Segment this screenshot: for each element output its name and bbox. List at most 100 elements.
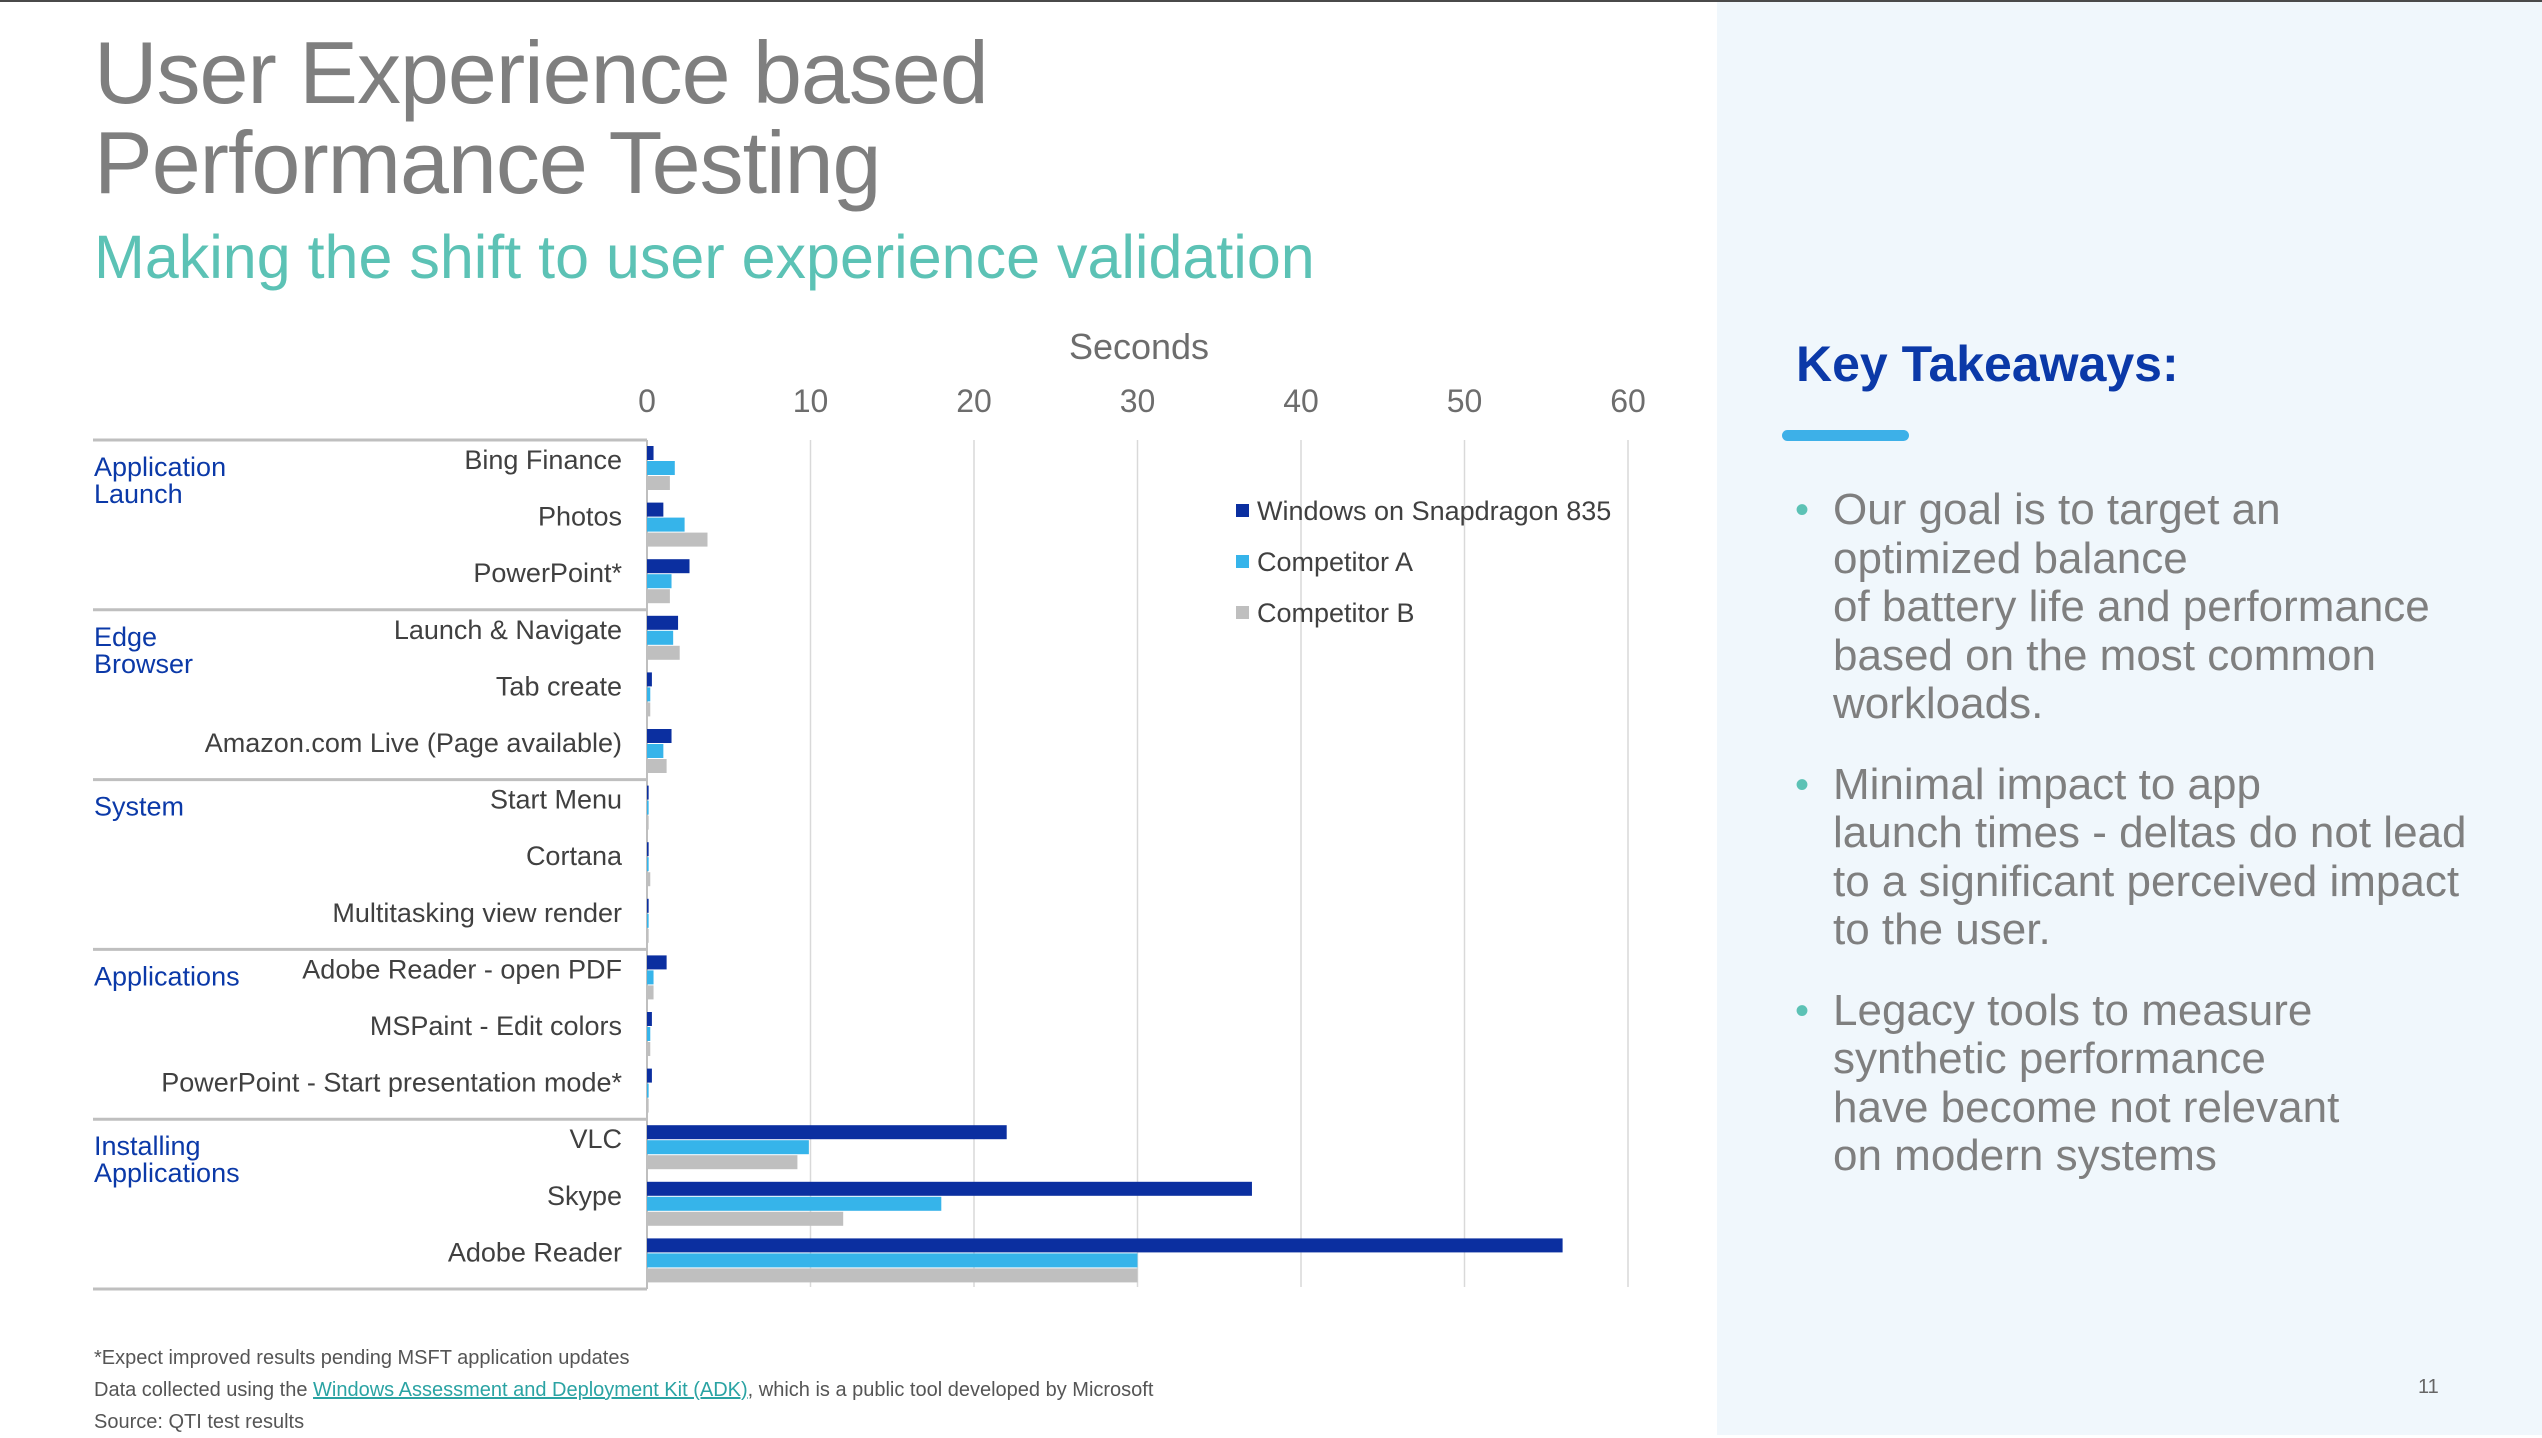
- bar: [647, 729, 672, 743]
- bar: [647, 589, 670, 604]
- category-label: Launch & Navigate: [394, 615, 622, 645]
- takeaway-item: • Legacy tools to measure synthetic perf…: [1795, 985, 2495, 1181]
- group-label: Browser: [94, 649, 193, 679]
- takeaway-item: • Our goal is to target an optimized bal…: [1795, 485, 2495, 729]
- footnote-data-source: Data collected using the Windows Assessm…: [94, 1374, 1153, 1406]
- page-number: 11: [2418, 1376, 2439, 1398]
- group-label: Edge: [94, 622, 157, 652]
- slide-subtitle: Making the shift to user experience vali…: [94, 223, 1315, 291]
- group-label: System: [94, 792, 184, 822]
- legend-label: Windows on Snapdragon 835: [1257, 496, 1611, 526]
- bar: [647, 1211, 844, 1226]
- category-label: Adobe Reader: [448, 1237, 622, 1267]
- bar: [647, 1125, 1007, 1140]
- legend-label: Competitor B: [1257, 598, 1415, 628]
- bar: [647, 928, 649, 943]
- bar: [647, 985, 654, 1000]
- bar: [647, 1012, 652, 1026]
- bar: [647, 645, 680, 660]
- key-takeaways-accent-bar: [1782, 430, 1909, 441]
- takeaway-text: Legacy tools to measure synthetic perfor…: [1833, 985, 2340, 1180]
- category-label: Cortana: [526, 841, 623, 871]
- takeaway-text: Minimal impact to app launch times - del…: [1833, 759, 2467, 954]
- category-label: MSPaint - Edit colors: [370, 1011, 622, 1041]
- x-tick-label: 0: [638, 383, 656, 419]
- bar: [647, 532, 708, 547]
- bar: [647, 574, 672, 589]
- key-takeaways-title: Key Takeaways:: [1796, 336, 2179, 392]
- bar: [647, 630, 674, 645]
- bar: [647, 955, 667, 970]
- bar: [647, 1253, 1138, 1268]
- bar: [647, 842, 649, 857]
- legend-swatch: [1236, 555, 1249, 568]
- footnote-prefix: Data collected using the: [94, 1379, 314, 1401]
- x-tick-label: 20: [956, 383, 992, 419]
- x-tick-label: 60: [1610, 383, 1646, 419]
- bar: [647, 815, 649, 830]
- group-label: Launch: [94, 479, 183, 509]
- category-label: Tab create: [496, 671, 622, 701]
- legend-label: Competitor A: [1257, 547, 1413, 577]
- bar: [647, 1238, 1563, 1253]
- bar: [647, 800, 649, 815]
- slide-title: User Experience based Performance Testin…: [94, 23, 989, 212]
- bullet-icon: •: [1795, 762, 1810, 807]
- category-label: Photos: [538, 502, 622, 532]
- footnote-disclaimer: *Expect improved results pending MSFT ap…: [94, 1347, 630, 1369]
- takeaway-text: Our goal is to target an optimized balan…: [1833, 485, 2430, 728]
- group-label: Installing: [94, 1131, 201, 1161]
- bar: [647, 970, 654, 985]
- x-tick-label: 50: [1447, 383, 1483, 419]
- footnotes: *Expect improved results pending MSFT ap…: [94, 1342, 1153, 1438]
- bar: [647, 1042, 651, 1056]
- bar: [647, 672, 652, 687]
- takeaway-item: • Minimal impact to app launch times - d…: [1795, 759, 2495, 955]
- category-label: PowerPoint*: [473, 558, 622, 588]
- x-tick-label: 30: [1120, 383, 1156, 419]
- group-label: Application: [94, 452, 226, 482]
- bar: [647, 1068, 652, 1083]
- bullet-icon: •: [1795, 988, 1810, 1033]
- category-label: VLC: [569, 1124, 622, 1154]
- bar: [647, 759, 667, 773]
- footnote-source: Source: QTI test results: [94, 1411, 305, 1433]
- key-takeaways-list: • Our goal is to target an optimized bal…: [1795, 485, 2495, 1213]
- bar: [647, 898, 649, 913]
- bar: [647, 517, 685, 532]
- group-label: Applications: [94, 961, 240, 991]
- bar: [647, 1027, 651, 1041]
- bar: [647, 476, 670, 490]
- x-tick-label: 10: [793, 383, 829, 419]
- bar: [647, 913, 649, 928]
- bar: [647, 744, 664, 758]
- category-label: Multitasking view render: [332, 898, 622, 928]
- bar: [647, 872, 651, 887]
- bar: [647, 1268, 1138, 1283]
- adk-link[interactable]: Windows Assessment and Deployment Kit (A…: [313, 1379, 748, 1401]
- takeaways-panel: [1717, 2, 2542, 1435]
- bar: [647, 857, 649, 872]
- category-label: Bing Finance: [464, 445, 622, 475]
- bar: [647, 502, 664, 517]
- legend-swatch: [1236, 606, 1249, 619]
- bar: [647, 1155, 798, 1170]
- bar: [647, 1140, 809, 1155]
- bar: [647, 702, 651, 717]
- bar: [647, 461, 675, 475]
- bar: [647, 1181, 1252, 1196]
- bar: [647, 446, 654, 460]
- category-label: Skype: [547, 1181, 622, 1211]
- bar: [647, 615, 679, 630]
- bar: [647, 785, 649, 800]
- top-rule: [0, 0, 2542, 2]
- bar: [647, 687, 651, 702]
- x-axis-title: Seconds: [1069, 326, 1209, 367]
- bar: [647, 1083, 649, 1098]
- bullet-icon: •: [1795, 488, 1810, 532]
- bar: [647, 1196, 942, 1211]
- legend-swatch: [1236, 504, 1249, 517]
- bar: [647, 1098, 649, 1113]
- category-label: PowerPoint - Start presentation mode*: [161, 1068, 622, 1098]
